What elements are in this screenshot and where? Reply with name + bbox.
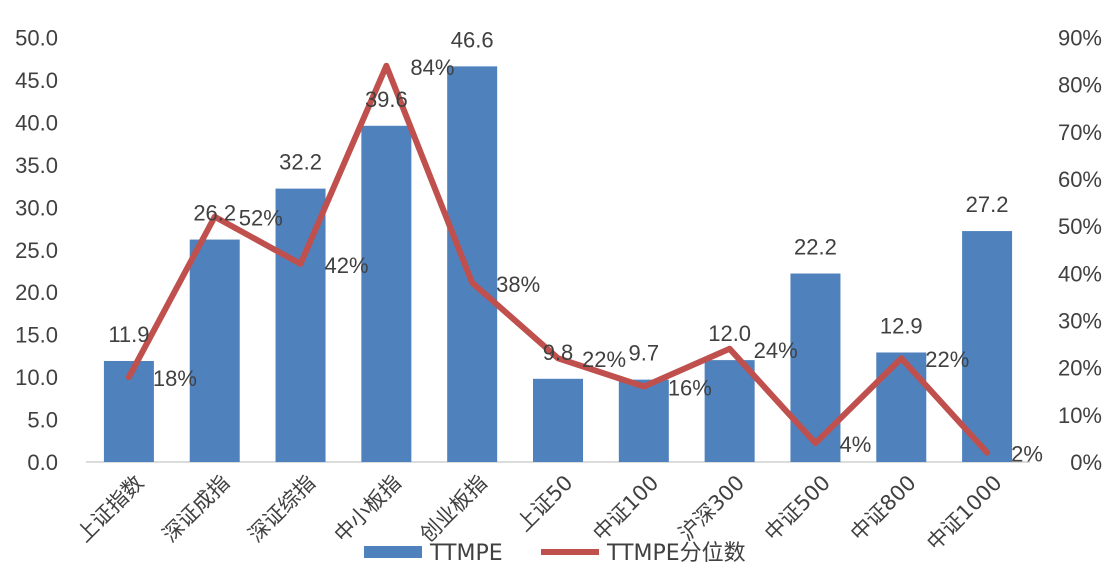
- line-point: [298, 261, 304, 267]
- category-labels: 上证指数 深证成指 深证综指 中小板指 创业板指 上证50 中证100 沪深300 中证500 中…: [72, 471, 1007, 555]
- category-label: 创业板指: [415, 471, 491, 547]
- line-point: [898, 355, 904, 361]
- bar-data-label: 12.0: [708, 321, 751, 346]
- right-tick-label: 70%: [1058, 120, 1102, 145]
- line-point: [212, 214, 218, 220]
- bar-data-label: 27.2: [966, 192, 1009, 217]
- line-point: [383, 63, 389, 69]
- bar-data-labels: 11.9 26.2 32.2 39.6 46.6 9.8 9.7 12.0 22.2 12.9 27…: [108, 27, 1008, 365]
- bar: [790, 273, 841, 462]
- right-tick-label: 10%: [1058, 403, 1102, 428]
- left-tick-label: 35.0: [15, 153, 58, 178]
- line-data-label: 84%: [410, 55, 454, 80]
- category-label: 深证综指: [244, 471, 320, 547]
- left-tick-label: 5.0: [27, 408, 58, 433]
- right-tick-label: 40%: [1058, 261, 1102, 286]
- right-tick-label: 80%: [1058, 73, 1102, 98]
- bar-data-label: 9.7: [629, 341, 660, 366]
- line-data-label: 4%: [839, 432, 871, 457]
- right-tick-label: 90%: [1058, 26, 1102, 51]
- line-data-labels: 18% 52% 42% 84% 38% 22% 16% 24% 4% 22% 2%: [153, 55, 1043, 467]
- line-data-label: 22%: [925, 347, 969, 372]
- category-label: 中证1000: [922, 471, 1006, 555]
- category-label: 中证100: [588, 471, 663, 546]
- bar-data-label: 12.9: [880, 313, 923, 338]
- left-tick-label: 15.0: [15, 323, 58, 348]
- bar: [361, 125, 412, 463]
- left-axis-ticks: 0.0 5.0 10.0 15.0 20.0 25.0 30.0 35.0 40.0 45.0 50…: [15, 26, 58, 476]
- left-tick-label: 10.0: [15, 365, 58, 390]
- line-point: [555, 355, 561, 361]
- bar-data-label: 26.2: [193, 201, 236, 226]
- line-data-label: 2%: [1011, 442, 1043, 467]
- bar-data-label: 11.9: [108, 322, 149, 347]
- bar-data-label: 46.6: [451, 27, 494, 52]
- bar-series: [103, 66, 1013, 463]
- category-label: 沪深300: [674, 471, 749, 546]
- category-label: 中证800: [846, 471, 921, 546]
- right-tick-label: 50%: [1058, 214, 1102, 239]
- line-point: [984, 450, 990, 456]
- legend-line-label: TTMPE分位数: [606, 541, 746, 566]
- bar: [876, 352, 927, 462]
- left-tick-label: 0.0: [27, 450, 58, 475]
- category-label: 深证成指: [158, 471, 234, 547]
- left-tick-label: 45.0: [15, 68, 58, 93]
- line-data-label: 42%: [325, 253, 369, 278]
- line-data-label: 52%: [239, 206, 283, 231]
- legend-bar-swatch: [364, 546, 422, 558]
- left-tick-label: 30.0: [15, 195, 58, 220]
- bar: [447, 66, 498, 462]
- left-tick-label: 25.0: [15, 238, 58, 263]
- bar-data-label: 9.8: [543, 340, 574, 365]
- category-label: 中证500: [760, 471, 835, 546]
- line-data-label: 38%: [496, 272, 540, 297]
- category-label: 上证指数: [72, 471, 148, 547]
- right-tick-label: 30%: [1058, 309, 1102, 334]
- line-point: [641, 384, 647, 390]
- bar: [189, 239, 240, 462]
- line-data-label: 24%: [754, 338, 798, 363]
- line-data-label: 22%: [582, 347, 626, 372]
- line-data-label: 16%: [668, 376, 712, 401]
- bar: [618, 379, 669, 462]
- bar: [962, 231, 1013, 462]
- line-point: [469, 280, 475, 286]
- category-label: 中小板指: [330, 471, 406, 547]
- right-axis-ticks: 0% 10% 20% 30% 40% 50% 60% 70% 80% 90%: [1058, 26, 1102, 476]
- bar: [704, 360, 755, 462]
- line-point: [812, 440, 818, 446]
- legend: TTMPE TTMPE分位数: [364, 541, 746, 566]
- line-series: [125, 62, 991, 456]
- bar: [275, 188, 326, 462]
- legend-bar-label: TTMPE: [429, 541, 503, 566]
- left-tick-label: 50.0: [15, 26, 58, 51]
- line-point: [126, 374, 132, 380]
- left-tick-label: 40.0: [15, 110, 58, 135]
- bar: [533, 378, 583, 462]
- right-tick-label: 60%: [1058, 167, 1102, 192]
- line-point: [727, 346, 733, 352]
- bar-data-label: 22.2: [794, 235, 837, 260]
- right-tick-label: 0%: [1070, 450, 1102, 475]
- line-data-label: 18%: [153, 366, 197, 391]
- category-label: 上证50: [512, 471, 578, 537]
- bar-data-label: 39.6: [365, 87, 408, 112]
- left-tick-label: 20.0: [15, 280, 58, 305]
- bar-data-label: 32.2: [279, 150, 322, 175]
- right-tick-label: 20%: [1058, 356, 1102, 381]
